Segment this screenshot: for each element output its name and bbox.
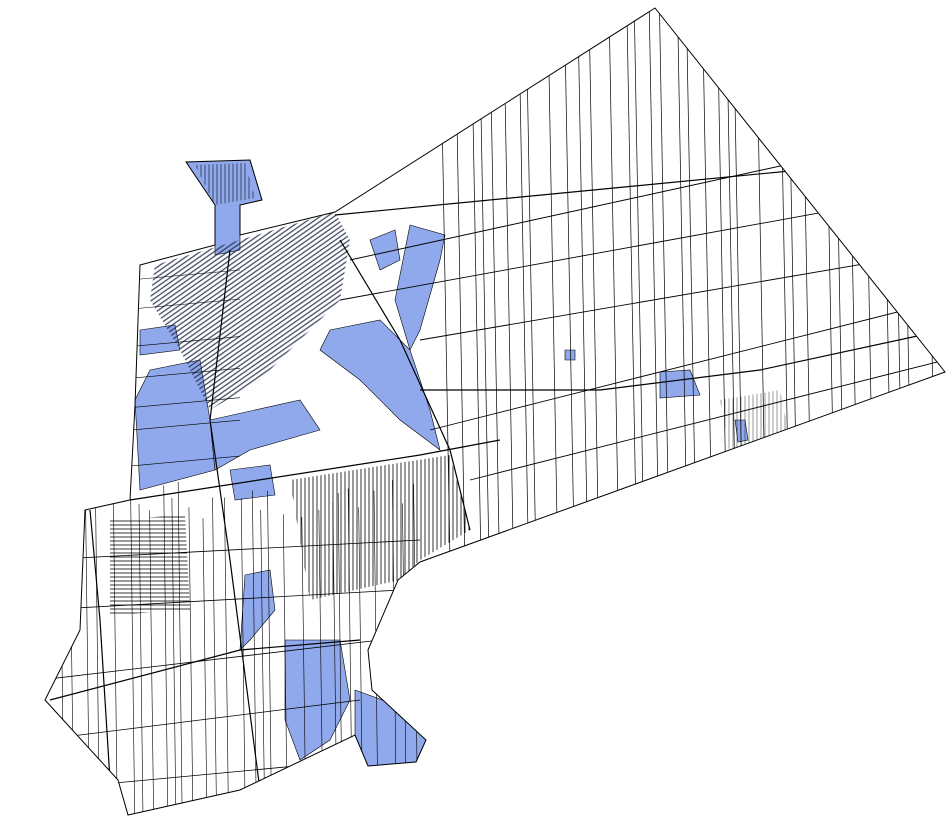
parcel-line [547,8,559,561]
parcel-line [892,8,904,561]
road [420,329,945,391]
parcel-line [149,510,154,815]
parcel-line [188,507,194,815]
parcel-line [138,504,144,815]
blue-parcel [319,319,441,451]
parcel-line [129,269,241,281]
strip-parcels [720,390,790,455]
parcel-line [525,8,537,561]
parcel-line [171,498,177,815]
blue-parcel [659,369,701,399]
blue-parcel [239,569,276,651]
parcel-line [177,481,183,815]
blue-parcel [564,349,576,361]
parcel-line [129,419,241,431]
parcel-line [260,509,265,815]
town-blocks [150,212,350,410]
parcel-line [163,485,169,815]
blue-parcel [209,399,321,471]
parcel-line [901,8,913,561]
parcel-line [563,8,575,561]
parcel-line [925,8,937,561]
road [209,249,261,791]
parcel-line [588,8,600,561]
strip-parcels [290,455,470,600]
road [334,169,801,216]
parcel-line [45,699,361,741]
parcel-line [45,539,421,561]
parcel-line [252,490,257,815]
road [49,639,361,701]
parcel-line [429,299,945,431]
town-blocks [195,163,255,205]
blue-parcel [229,464,276,501]
blue-parcel [369,229,401,271]
parcel-line [45,639,381,681]
parcel-line [282,514,288,815]
strip-parcels [110,515,190,615]
parcel-line [202,518,208,815]
road [339,239,471,531]
blue-parcel [394,224,446,351]
parcel-line [130,498,135,815]
parcel-line [59,501,65,815]
parcel-line [419,249,945,341]
parcel-line [129,298,241,310]
road [129,439,501,501]
parcel-line [939,8,945,561]
parcel-line [608,8,620,561]
parcel-line [129,455,241,467]
parcel-line [45,589,401,611]
parcel-line [648,8,660,561]
parcel-line [881,8,893,561]
parcel-line [113,489,118,815]
parcel-line [633,8,645,561]
blue-parcel [354,689,427,767]
parcel-line [267,490,272,815]
parcel-line [577,8,589,561]
parcel-line [129,397,241,409]
parcel-line [469,359,945,481]
parcel-line [129,368,241,379]
parcel-line [658,8,670,561]
parcel-line [626,8,638,561]
parcel-line [129,336,241,347]
road [89,509,111,781]
